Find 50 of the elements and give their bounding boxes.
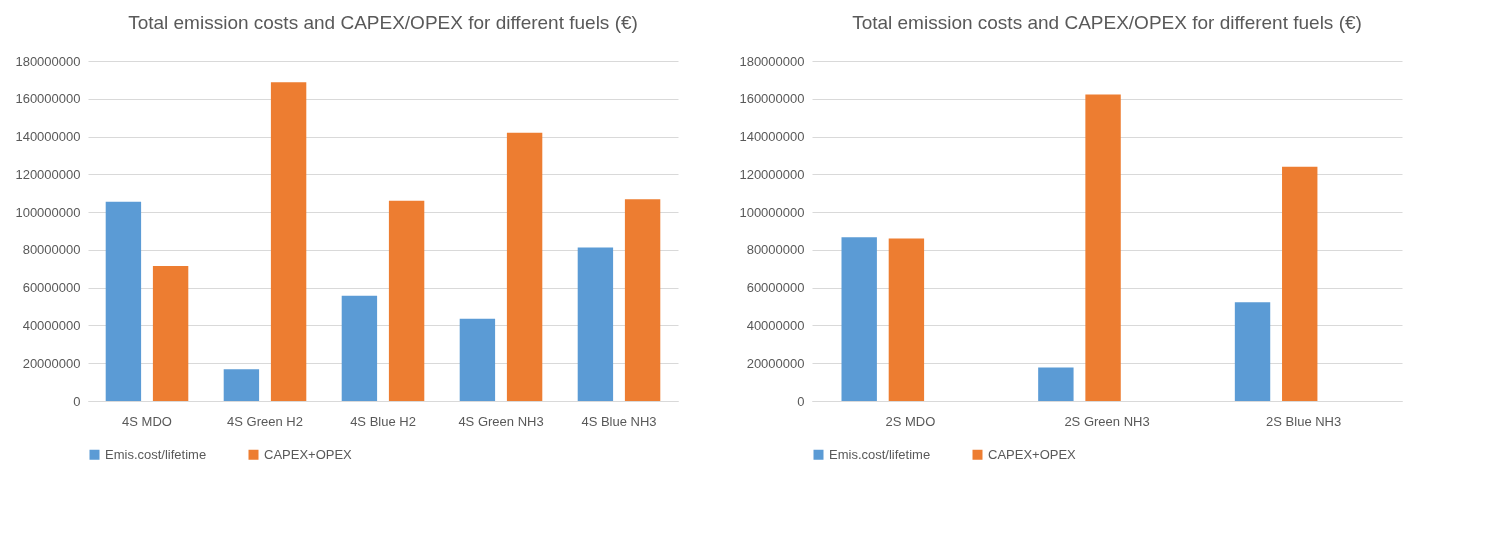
y-tick-label: 60000000	[746, 280, 805, 296]
bar	[223, 369, 260, 401]
x-tick-label: 4S Blue NH3	[581, 413, 657, 429]
bar	[341, 295, 378, 401]
legend-label: CAPEX+OPEX	[264, 446, 353, 462]
y-tick-label: 60000000	[22, 280, 81, 296]
legend-label: CAPEX+OPEX	[988, 446, 1077, 462]
x-tick-label: 2S Blue NH3	[1266, 413, 1342, 429]
y-tick-label: 120000000	[15, 166, 81, 182]
bar	[459, 318, 496, 401]
legend-label: Emis.cost/lifetime	[829, 446, 931, 462]
bar	[506, 132, 543, 401]
y-tick-label: 0	[73, 393, 81, 409]
y-tick-label: 120000000	[739, 166, 805, 182]
bar	[577, 247, 614, 401]
y-tick-label: 140000000	[739, 129, 805, 145]
legend-label: Emis.cost/lifetime	[105, 446, 207, 462]
x-tick-label: 4S Green H2	[227, 413, 303, 429]
y-tick-label: 80000000	[22, 242, 81, 258]
y-tick-label: 0	[797, 393, 805, 409]
y-tick-label: 40000000	[22, 317, 81, 333]
y-tick-label: 180000000	[739, 53, 805, 69]
y-tick-label: 20000000	[746, 355, 805, 371]
bar	[388, 200, 425, 401]
x-tick-label: 2S MDO	[885, 413, 936, 429]
y-tick-label: 160000000	[15, 91, 81, 107]
bar	[1085, 94, 1121, 401]
y-tick-label: 140000000	[15, 129, 81, 145]
y-tick-label: 100000000	[15, 204, 81, 220]
x-tick-label: 4S MDO	[122, 413, 172, 429]
bar	[1282, 166, 1318, 401]
y-tick-label: 180000000	[15, 53, 81, 69]
bar	[1038, 367, 1074, 401]
chart-title: Total emission costs and CAPEX/OPEX for different fuels (€)	[128, 12, 638, 33]
y-tick-label: 80000000	[746, 242, 805, 258]
bar	[105, 201, 142, 401]
y-tick-label: 160000000	[739, 91, 805, 107]
y-tick-label: 20000000	[22, 355, 81, 371]
y-tick-label: 100000000	[739, 204, 805, 220]
x-tick-label: 4S Blue H2	[350, 413, 416, 429]
bar	[1234, 302, 1271, 401]
x-tick-label: 2S Green NH3	[1064, 413, 1150, 429]
bar	[624, 199, 661, 401]
chart-title: Total emission costs and CAPEX/OPEX for different fuels (€)	[852, 12, 1362, 33]
bar	[841, 237, 877, 401]
bar	[888, 238, 925, 401]
bar	[152, 265, 189, 401]
bar	[270, 82, 307, 401]
x-tick-label: 4S Green NH3	[458, 413, 544, 429]
y-tick-label: 40000000	[746, 317, 805, 333]
